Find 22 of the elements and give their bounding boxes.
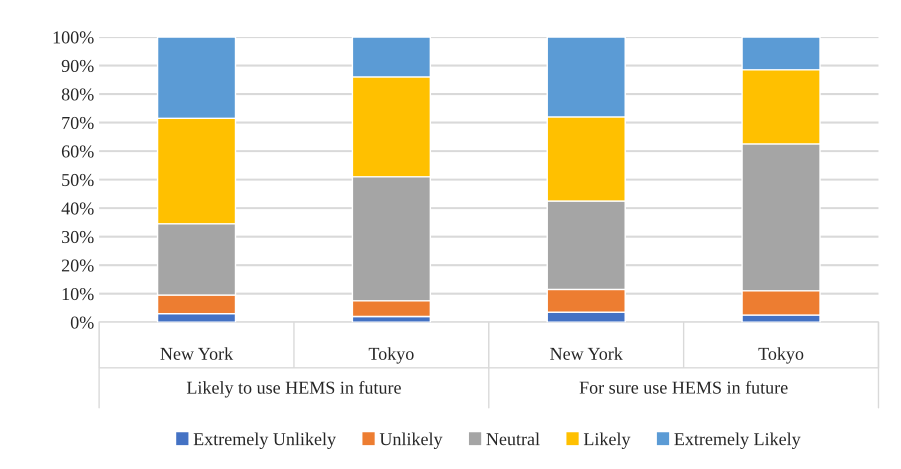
legend-label: Neutral [486,432,540,446]
y-tick-label: 30% [62,230,94,244]
y-tick-label: 100% [54,31,94,44]
text: For sure use HEMS in future [580,380,788,394]
y-tick-label: 10% [62,288,94,300]
y-tick-label: 70% [62,116,94,130]
x-tick-label: New York [160,347,234,360]
legend-label: Unlikely [380,432,442,449]
y-tick-label: 90% [62,60,94,72]
x-tick-label: New York [550,347,623,360]
y-tick-label: 60% [62,145,94,158]
y-tick-label: 40% [62,202,94,215]
y-tick-label: 50% [62,174,94,186]
legend-label: Likely [584,432,630,449]
y-tick-label: 80% [62,88,94,101]
y-tick-label: 0% [70,316,94,329]
legend-label: Extremely Unlikely [194,432,336,449]
legend-label: Extremely Likely [674,432,801,449]
y-tick-label: 20% [62,259,94,272]
x-tick-label: Tokyo [758,347,804,364]
text: Likely to use HEMS in future [186,380,401,398]
x-tick-label: Tokyo [368,347,414,364]
